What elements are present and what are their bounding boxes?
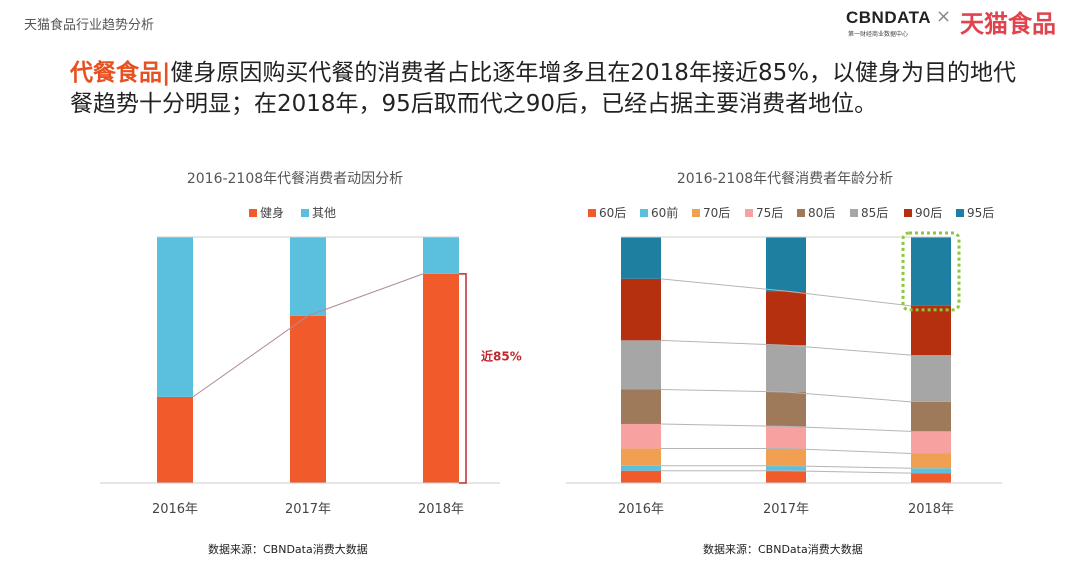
legend-swatch-80后 [797,209,805,217]
tier-connector-80后 [660,389,912,403]
legend-label-其他: 其他 [312,206,336,220]
bar-2016年-60后 [621,470,661,483]
tier-connector-60后 [661,470,912,474]
bar-2017年-60前 [766,465,806,471]
bar-2017年-90后 [766,291,806,346]
bar-2016年-其他 [157,237,193,397]
legend-swatch-其他 [301,209,309,217]
headline-text: 健身原因购买代餐的消费者占比逐年增多且在2018年接近85%，以健身为目的地代餐… [70,60,1017,117]
age-chart: 2016-2108年代餐消费者年龄分析 60后 60前 70后 75后 80后 85后 90后… [566,171,1002,517]
bar-2016年-85后 [621,340,661,390]
bar-2016年-70后 [621,448,661,466]
bar-2016年-健身 [157,396,193,483]
bar-2016年-95后 [621,237,661,279]
bar-2017年-80后 [766,391,806,427]
bar-2017年-95后 [766,237,806,292]
legend-label-90后: 90后 [915,206,942,220]
logo-separator: × [936,6,952,27]
legend-label-85后: 85后 [861,206,888,220]
legend-swatch-95后 [956,209,964,217]
legend-label-60后: 60后 [599,206,626,220]
legend-swatch-75后 [745,209,753,217]
bar-2016年-75后 [621,423,661,449]
annotation-label: 近85% [481,348,522,363]
headline-tag: 代餐食品| [70,60,171,86]
bar-2018年-85后 [911,355,951,402]
bar-2018年-95后 [911,237,951,306]
cbndata-logo-subtitle: 第一财经商业数据中心 [848,31,909,38]
bar-2016年-90后 [621,278,661,341]
bar-2016年-80后 [621,389,661,424]
legend-label-60前: 60前 [651,205,678,220]
highlight-95-2018 [901,231,961,312]
bar-2018年-其他 [423,237,459,274]
legend-label-70后: 70后 [703,206,730,220]
highlight-bracket [459,273,467,484]
bar-2018年-60前 [911,468,951,474]
bar-2017年-70后 [766,448,806,466]
tier-connector-90后 [660,278,912,307]
tier-connector-60前 [661,465,912,469]
tmall-food-logo: 天猫食品 [960,10,1056,38]
x-tick-label: 2017年 [763,502,809,517]
bar-2017年-85后 [766,345,806,392]
legend-swatch-85后 [850,209,858,217]
source-note-left: 数据来源：CBNData消费大数据 [208,543,368,556]
legend-label-95后: 95后 [967,206,994,220]
bar-2016年-60前 [621,465,661,471]
bar-2017年-75后 [766,426,806,449]
bar-2018年-90后 [911,305,951,356]
x-tick-label: 2017年 [285,502,331,517]
chart-title: 2016-2108年代餐消费者动因分析 [187,171,403,187]
bar-2017年-健身 [290,315,326,483]
chart-title: 2016-2108年代餐消费者年龄分析 [677,171,893,187]
bar-2018年-80后 [911,401,951,432]
tier-connector-75后 [660,423,912,432]
page-section-title: 天猫食品行业趋势分析 [24,18,155,33]
x-tick-label: 2016年 [618,502,664,517]
bar-2017年-其他 [290,237,326,316]
bar-2018年-75后 [911,431,951,454]
bar-2018年-70后 [911,453,951,469]
legend-swatch-60后 [588,209,596,217]
x-tick-label: 2018年 [908,502,954,517]
legend-swatch-90后 [904,209,912,217]
headline: 代餐食品|健身原因购买代餐的消费者占比逐年增多且在2018年接近85%，以健身为… [70,58,1030,120]
bar-2017年-60后 [766,470,806,483]
fitness-trend-connector [192,273,424,398]
x-tick-label: 2016年 [152,502,198,517]
tier-connector-85后 [660,339,912,356]
tier-connector-70后 [661,448,912,454]
cbndata-logo: CBNDATA [846,8,932,27]
source-note-right: 数据来源：CBNData消费大数据 [703,543,863,556]
legend-label-75后: 75后 [756,206,783,220]
legend-swatch-70后 [692,209,700,217]
x-tick-label: 2018年 [418,502,464,517]
legend-label-80后: 80后 [808,206,835,220]
bar-2018年-健身 [423,273,459,483]
legend-swatch-健身 [249,209,257,217]
legend-swatch-60前 [640,209,648,217]
bar-2018年-60后 [911,473,951,483]
legend-label-健身: 健身 [260,205,284,220]
